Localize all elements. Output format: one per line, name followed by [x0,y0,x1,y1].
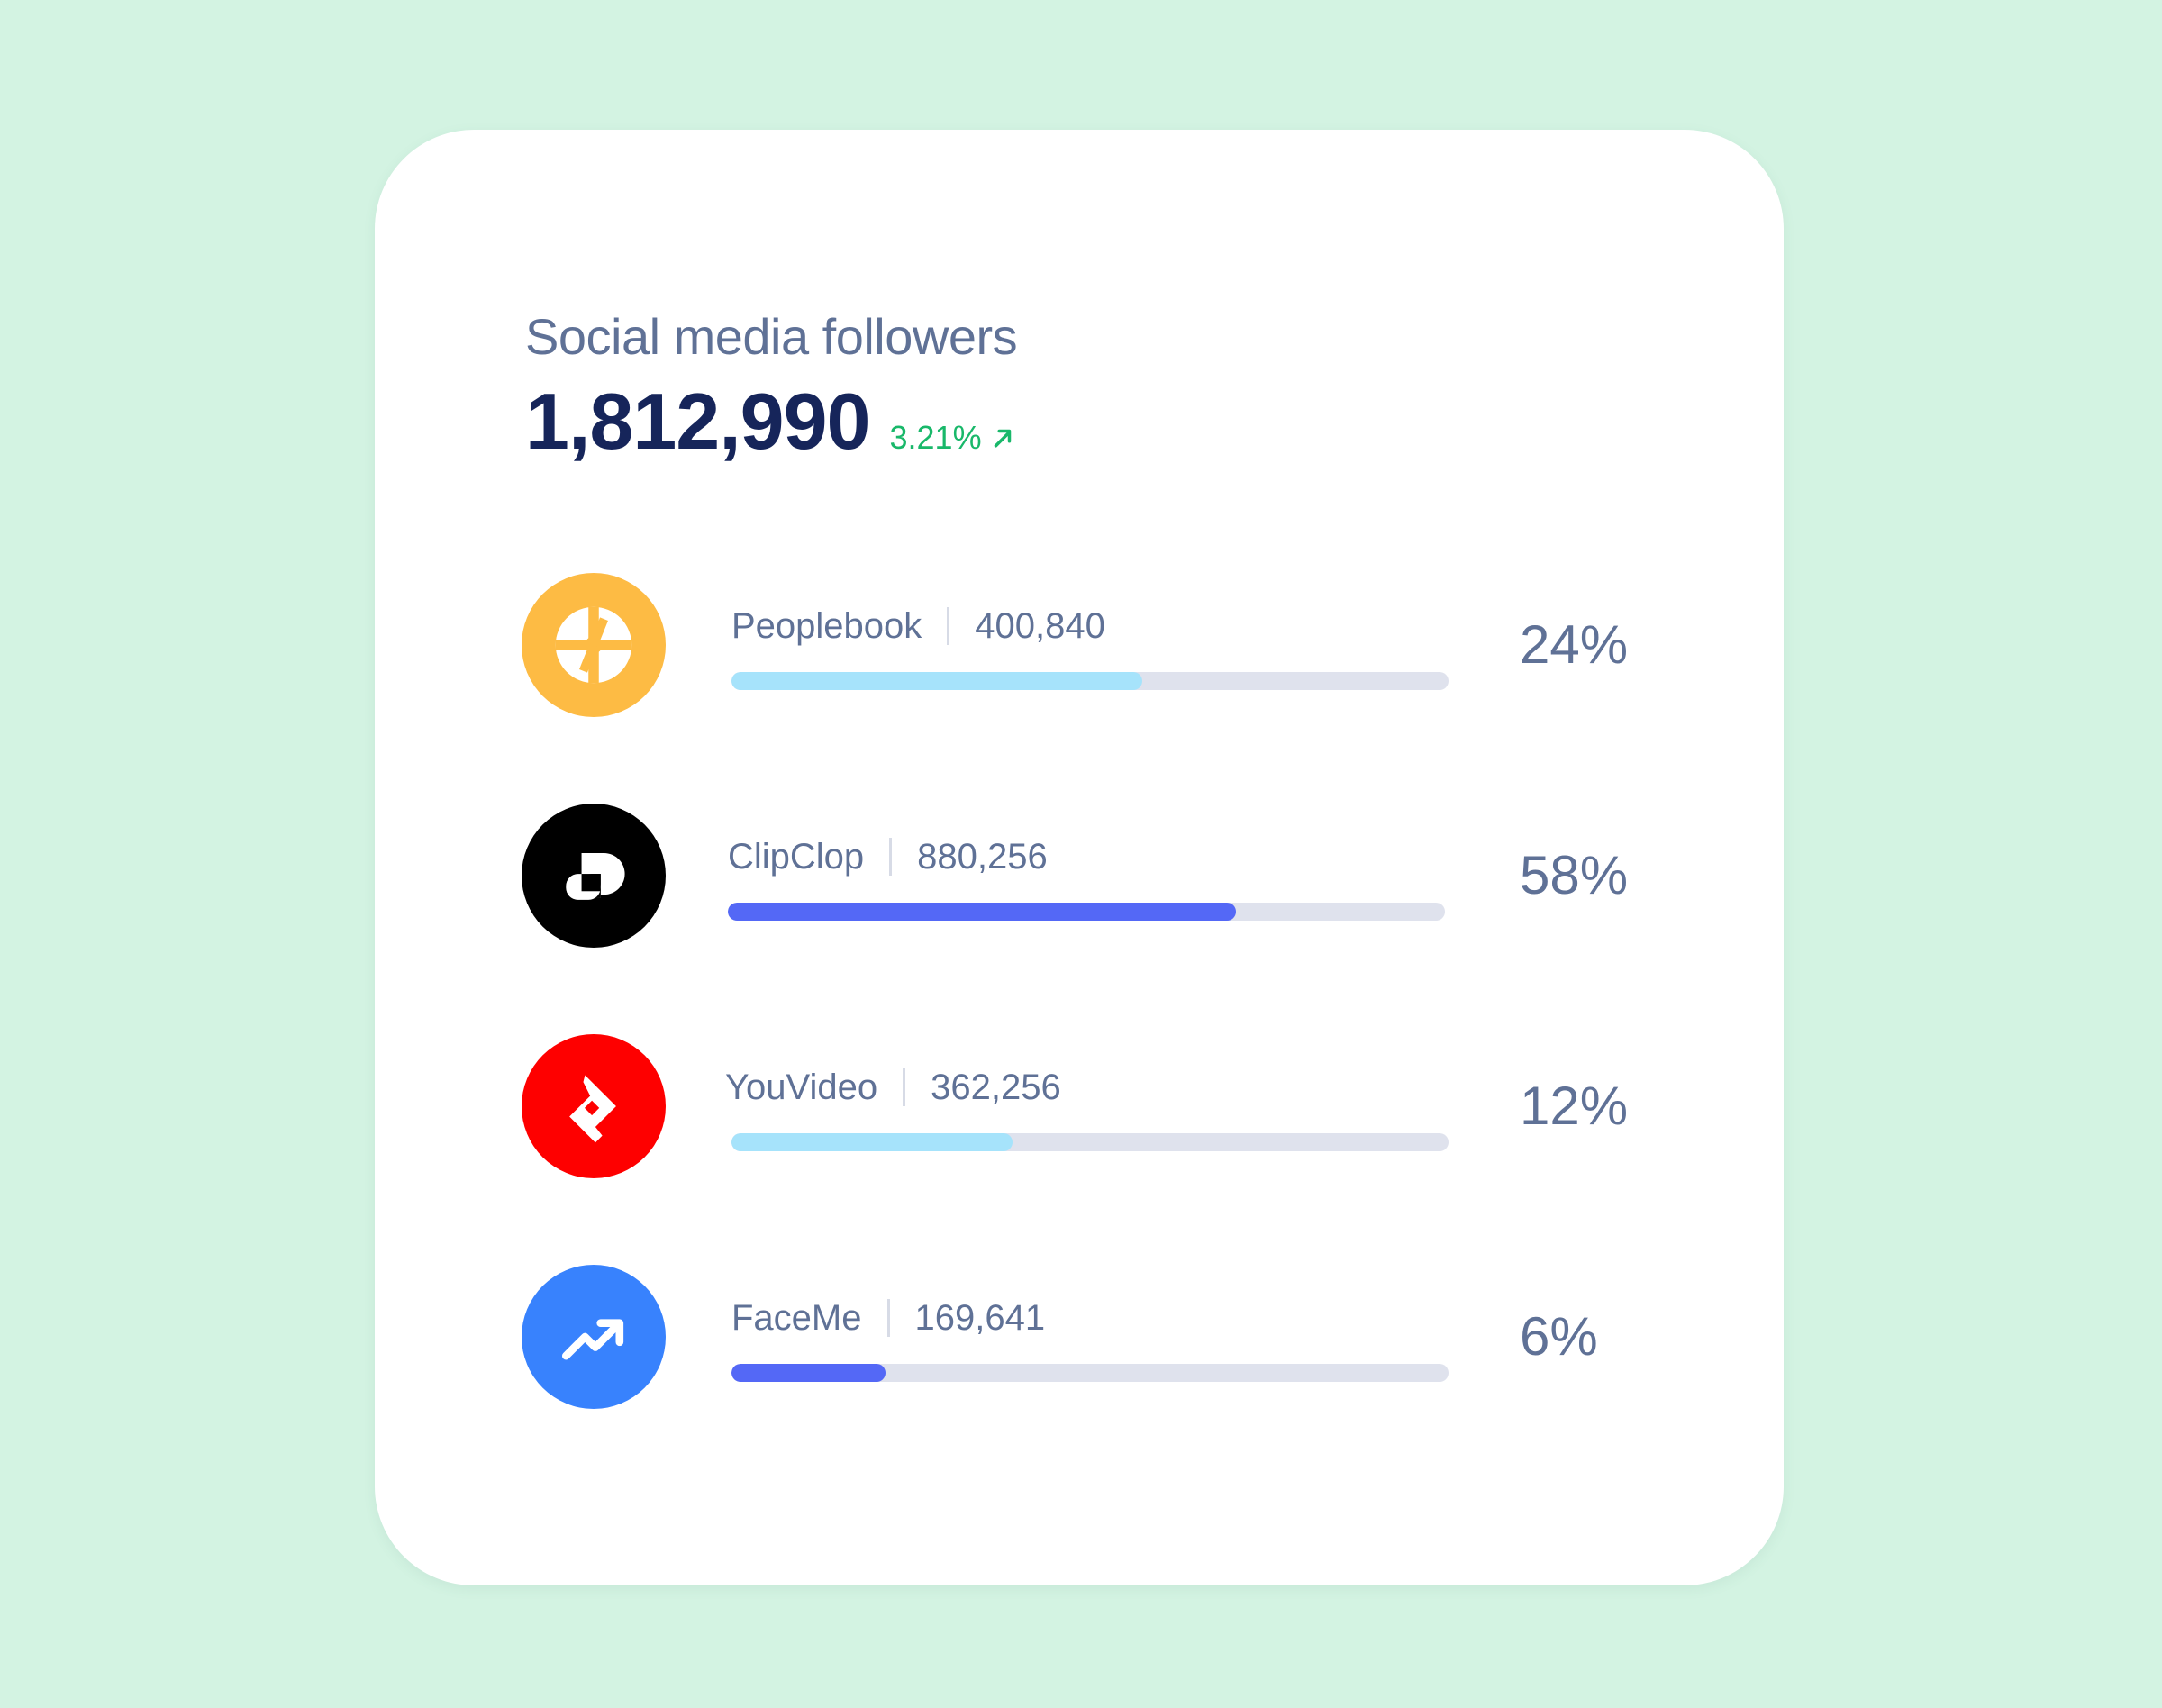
platform-logo [522,573,666,717]
arrow-up-right-icon [994,429,1011,448]
progress-fill [731,672,1143,690]
platform-percent: 6% [1520,1306,1598,1367]
total-row: 1,812,990 3.21% [525,382,1017,461]
growth-badge: 3.21% [890,419,1016,457]
peoplebook-logo-icon [555,606,632,684]
platform-meta: ClipClop 880,256 [728,838,1048,876]
platform-name: FaceMe [731,1298,862,1338]
platform-followers: 362,256 [931,1068,1061,1107]
faceme-logo-icon [561,1319,624,1360]
platform-logo [522,1265,666,1409]
platform-meta: YouVideo 362,256 [725,1068,1061,1106]
divider [886,1299,890,1337]
platform-percent: 24% [1520,614,1629,675]
progress-fill [731,1133,1013,1151]
progress-track [728,903,1445,921]
platform-name: ClipClop [728,837,865,877]
youvideo-logo-icon [569,1075,616,1143]
card-title: Social media followers [525,308,1018,365]
platform-followers: 400,840 [975,606,1105,646]
platform-logo [522,804,666,948]
platform-name: Peoplebook [731,606,922,646]
platform-row-clipclop: ClipClop 880,256 58% [522,804,1693,948]
progress-track [731,1364,1449,1382]
clipclop-logo-icon [566,853,625,900]
divider [947,607,950,645]
progress-track [731,672,1449,690]
platform-percent: 12% [1520,1076,1629,1136]
platform-row-faceme: FaceMe 169,641 6% [522,1265,1693,1409]
platform-row-youvideo: YouVideo 362,256 12% [522,1034,1693,1178]
platform-followers: 169,641 [914,1298,1046,1338]
divider [903,1068,906,1106]
total-followers: 1,812,990 [525,377,870,466]
platform-meta: FaceMe 169,641 [731,1299,1045,1337]
platform-logo [522,1034,666,1178]
growth-value: 3.21% [889,419,982,456]
progress-fill [728,903,1236,921]
card-header: Social media followers 1,812,990 3.21% [525,308,1018,461]
platform-meta: Peoplebook 400,840 [731,607,1105,645]
platform-followers: 880,256 [917,837,1048,877]
divider [889,838,893,876]
platform-name: YouVideo [725,1068,878,1107]
progress-fill [731,1364,886,1382]
platform-row-peoplebook: Peoplebook 400,840 24% [522,573,1693,717]
social-followers-card: Social media followers 1,812,990 3.21% P… [375,130,1784,1585]
progress-track [731,1133,1449,1151]
platform-percent: 58% [1520,845,1629,905]
